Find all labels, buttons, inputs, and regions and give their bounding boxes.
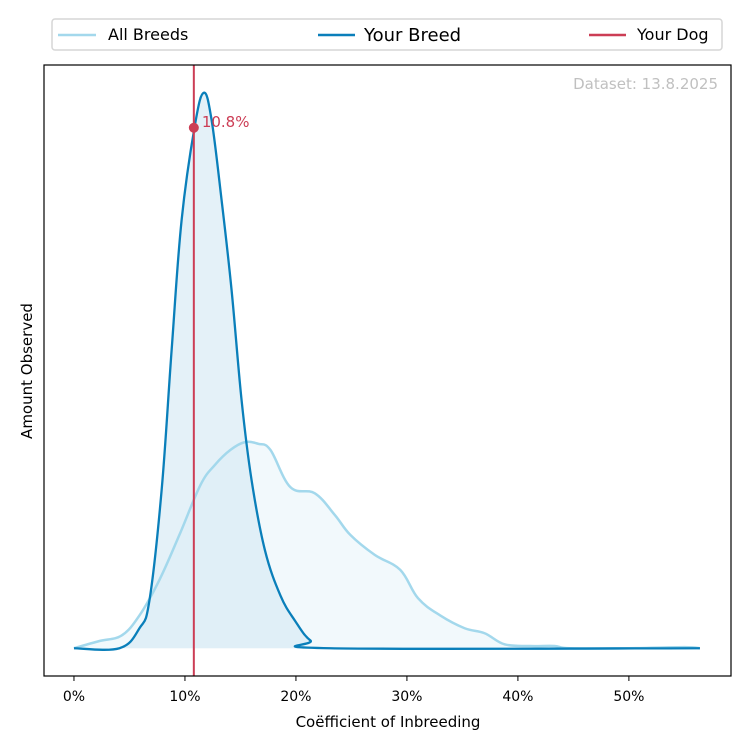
your-dog-label: 10.8% [202,113,250,131]
dataset-annotation: Dataset: 13.8.2025 [573,75,718,93]
all-breeds-line [73,440,701,650]
legend-label-your-dog: Your Dog [636,25,709,44]
x-tick-label: 40% [502,689,533,705]
your-breed-line [73,91,700,651]
x-tick-label: 50% [613,689,644,705]
x-axis: 0% 10% 20% 30% 40% 50% [63,676,644,705]
legend: All Breeds Your Breed Your Dog [51,18,723,51]
plot-area: 10.8% Dataset: 13.8.2025 [73,65,718,676]
x-tick-label: 0% [63,689,85,705]
x-tick-label: 20% [280,689,311,705]
your-dog-marker [188,122,199,133]
x-tick-label: 10% [169,689,200,705]
x-tick-label: 30% [391,689,422,705]
legend-frame [51,18,723,51]
legend-label-all-breeds: All Breeds [108,25,188,44]
x-axis-label: Coëfficient of Inbreeding [296,713,481,731]
plot-frame [43,64,732,677]
y-axis-label: Amount Observed [18,303,36,439]
your-breed-fill [73,92,700,650]
legend-label-your-breed: Your Breed [363,25,461,46]
